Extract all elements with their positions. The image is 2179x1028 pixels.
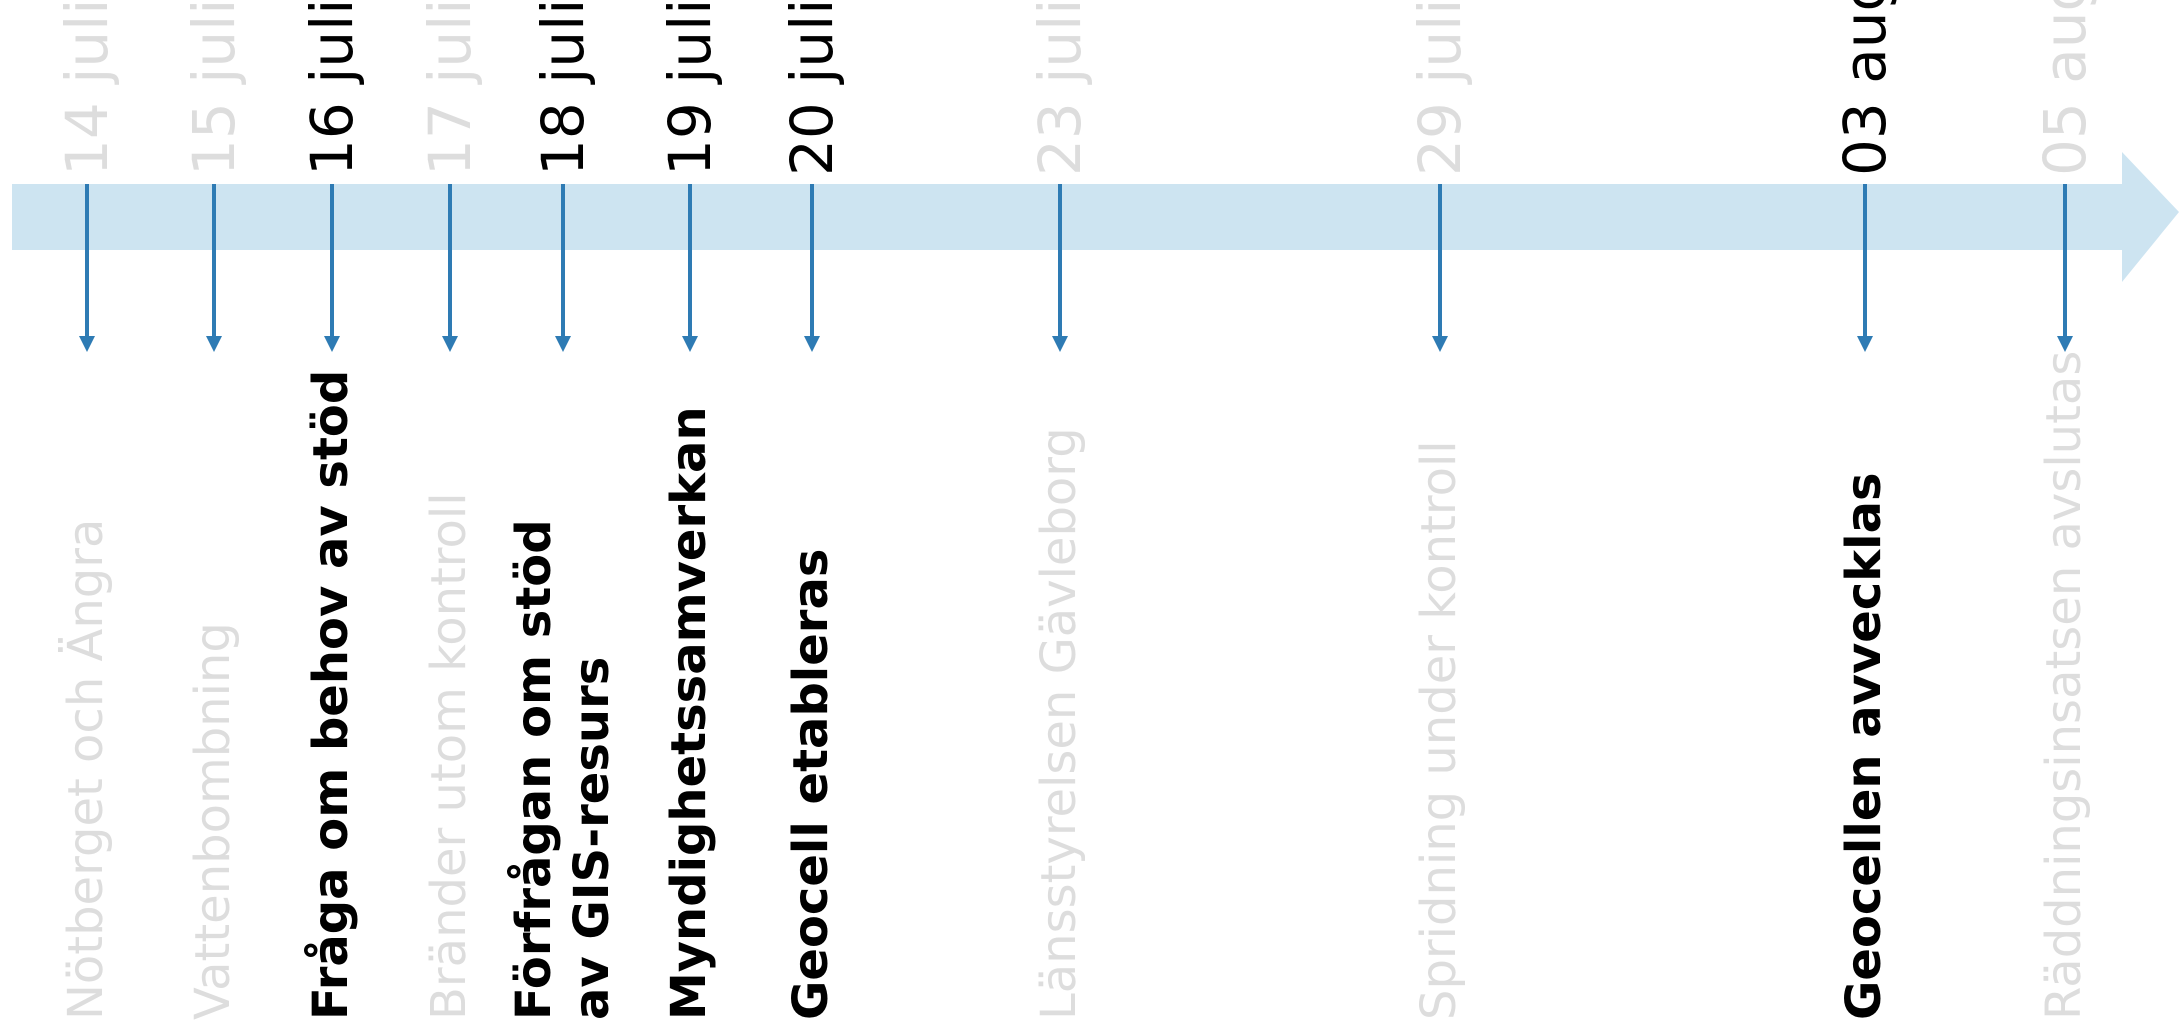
milestone-arrow-head (206, 336, 222, 352)
milestone-event: Nötberget och Ängra (58, 518, 114, 1020)
milestone-date: 15 juli (180, 0, 248, 176)
milestone-event: Förfrågan om stöd av GIS-resurs (506, 519, 620, 1020)
milestone-date: 16 juli (298, 0, 366, 176)
milestone-arrow-head (682, 336, 698, 352)
milestone-date: 29 juli (1406, 0, 1474, 176)
milestone-arrow-head (79, 336, 95, 352)
milestone-event: Bränder utom kontroll (421, 492, 477, 1020)
milestone-arrow-head (804, 336, 820, 352)
milestone-arrow-head (442, 336, 458, 352)
milestone-arrow-head (1052, 336, 1068, 352)
milestone-event: Räddningsinsatsen avslutas (2036, 350, 2092, 1020)
milestone-arrow-head (2057, 336, 2073, 352)
milestone-event: Myndighetssamverkan (661, 406, 717, 1020)
milestone-arrow-head (324, 336, 340, 352)
milestone-date: 14 juli (53, 0, 121, 176)
milestone-event: Spridning under kontroll (1411, 440, 1467, 1020)
milestone-arrow-head (555, 336, 571, 352)
milestone-event: Fråga om behov av stöd (303, 369, 359, 1020)
timeline-arrow-bar (12, 152, 2179, 282)
milestone-date: 20 juli (778, 0, 846, 176)
milestone-date: 18 juli (529, 0, 597, 176)
milestone-arrow-head (1432, 336, 1448, 352)
milestone-event: Vattenbombning (185, 622, 241, 1020)
milestone-event: Geocell etableras (783, 548, 839, 1020)
milestone-event: Länsstyrelsen Gävleborg (1031, 427, 1087, 1020)
milestone-date: 05 aug (2031, 0, 2099, 176)
milestone-date: 19 juli (656, 0, 724, 176)
milestone-date: 23 juli (1026, 0, 1094, 176)
milestone-date: 03 aug (1831, 0, 1899, 176)
milestone-date: 17 juli (416, 0, 484, 176)
milestone-event: Geocellen avvecklas (1836, 472, 1892, 1020)
milestone-ticks (79, 184, 2073, 352)
milestone-arrow-head (1857, 336, 1873, 352)
